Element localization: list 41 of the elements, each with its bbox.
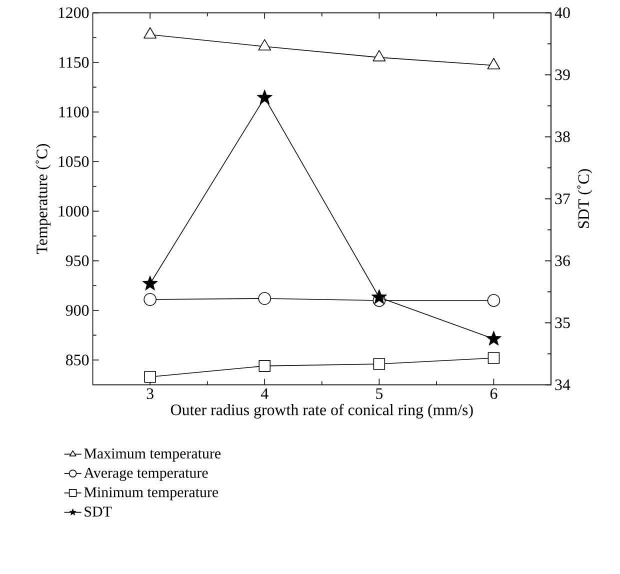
point [487,58,500,70]
point [144,293,156,306]
point [488,352,500,364]
point [256,90,272,104]
y-tick-label: 850 [66,354,89,366]
y-tick-label: 950 [66,255,89,266]
point [144,370,156,383]
point [372,50,386,62]
y2-tick-label: 36 [555,255,570,266]
x-axis-title: Outer radius growth rate of conical ring (mm/s) [170,404,473,419]
legend-label: Maximum temperature [84,448,221,462]
y2-tick-label: 39 [555,69,570,80]
point [373,358,386,370]
y-tick-label: 1200 [58,7,89,18]
x-tick-label: 6 [490,388,498,400]
y2-tick-label: 37 [555,193,570,204]
point [258,360,271,372]
y-tick-label: 1100 [59,106,89,118]
legend-label: Average temperature [84,468,208,481]
y-tick-label: 1000 [58,206,89,217]
legend-label: Minimum temperature [84,487,218,500]
x-tick-label: 3 [146,388,154,400]
point [258,39,272,50]
y-tick-label: 900 [66,305,89,316]
y2-tick-label: 34 [555,379,570,390]
y2-tick-label: 40 [554,7,570,18]
point [258,292,272,305]
y-axis-title: Temperature (˚C) [36,144,51,254]
y-tick-label: 1150 [59,57,89,68]
point [487,294,500,307]
y2-axis-title: SDT (˚C) [577,169,592,228]
y2-tick-label: 38 [555,131,570,142]
point [486,330,502,346]
y2-tick-label: 35 [555,317,570,328]
y-tick-label: 1050 [58,156,89,167]
point [371,289,387,304]
x-tick-label: 4 [260,388,268,399]
x-tick-label: 5 [376,388,383,399]
point [142,276,158,290]
legend-label: SDT [84,506,112,517]
point [144,27,157,39]
